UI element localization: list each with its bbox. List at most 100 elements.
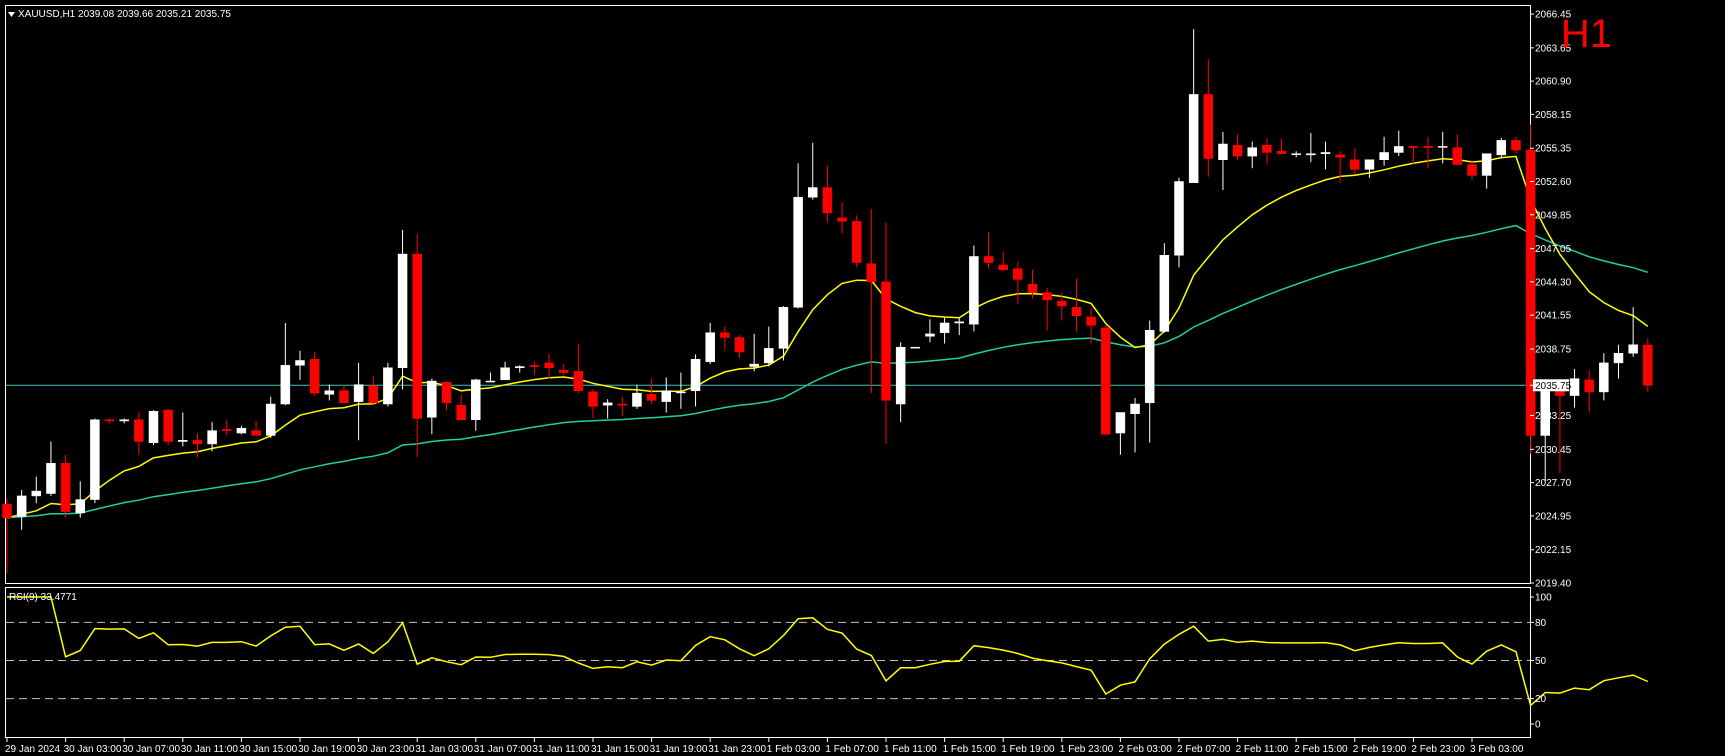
timeframe-badge: H1 bbox=[1561, 12, 1612, 56]
rsi-tick-label: 0 bbox=[1535, 720, 1541, 731]
symbol-header: XAUUSD,H1 2039.08 2039.66 2035.21 2035.7… bbox=[18, 9, 231, 20]
price-tick-label: 2049.85 bbox=[1535, 210, 1572, 221]
candles bbox=[2, 29, 1653, 574]
candle bbox=[383, 362, 393, 407]
price-tick-label: 2063.65 bbox=[1535, 43, 1572, 54]
candle bbox=[1496, 137, 1507, 159]
collapse-arrow-icon[interactable] bbox=[8, 12, 15, 17]
candle bbox=[1569, 368, 1580, 408]
candle bbox=[720, 326, 730, 351]
price-tick-label: 2055.35 bbox=[1535, 144, 1572, 155]
candle bbox=[939, 316, 950, 344]
candle bbox=[368, 376, 378, 406]
candle bbox=[588, 389, 598, 419]
candle bbox=[808, 142, 818, 200]
candle bbox=[324, 384, 335, 401]
candle bbox=[471, 378, 481, 431]
candle bbox=[529, 361, 540, 375]
candle bbox=[1643, 337, 1653, 392]
candle bbox=[397, 229, 408, 390]
candle bbox=[1423, 136, 1433, 169]
candle bbox=[456, 394, 466, 421]
rsi-tick-label: 20 bbox=[1535, 694, 1547, 705]
time-tick-label: 1 Feb 15:00 bbox=[943, 744, 997, 755]
rsi-tick-label: 80 bbox=[1535, 618, 1547, 629]
candle bbox=[1525, 124, 1536, 454]
candle bbox=[1394, 130, 1404, 157]
candle bbox=[1174, 177, 1184, 268]
candle bbox=[104, 418, 115, 424]
candle bbox=[119, 418, 129, 424]
time-tick-label: 2 Feb 03:00 bbox=[1118, 744, 1172, 755]
candle bbox=[705, 322, 715, 365]
price-tick-label: 2041.55 bbox=[1535, 311, 1572, 322]
rsi-panel-frame bbox=[5, 587, 1531, 738]
time-tick-label: 2 Feb 19:00 bbox=[1353, 744, 1407, 755]
price-tick-label: 2047.05 bbox=[1535, 244, 1572, 255]
candle bbox=[309, 352, 320, 396]
time-tick-label: 2 Feb 15:00 bbox=[1294, 744, 1348, 755]
time-tick-label: 30 Jan 15:00 bbox=[239, 744, 297, 755]
candle bbox=[441, 381, 452, 411]
candle bbox=[969, 245, 979, 332]
fast-moving-average bbox=[6, 155, 1649, 519]
price-tick-label: 2019.40 bbox=[1535, 579, 1572, 590]
candle bbox=[1511, 136, 1521, 154]
candle bbox=[866, 209, 877, 394]
candle bbox=[427, 378, 437, 435]
candle bbox=[1467, 159, 1477, 181]
candle bbox=[661, 377, 671, 413]
candle bbox=[822, 165, 833, 223]
candle bbox=[690, 354, 701, 407]
candle bbox=[1262, 137, 1272, 165]
time-tick-label: 30 Jan 19:00 bbox=[298, 744, 356, 755]
candle bbox=[178, 412, 188, 447]
candle bbox=[353, 362, 364, 441]
candle bbox=[1130, 397, 1140, 453]
rsi-path bbox=[7, 596, 1649, 707]
candle bbox=[251, 420, 261, 436]
candle bbox=[90, 418, 100, 504]
candle bbox=[500, 361, 510, 381]
rsi-levels bbox=[6, 621, 1530, 700]
time-tick-label: 1 Feb 11:00 bbox=[884, 744, 937, 755]
price-axis: 2066.45 2063.65 2060.90 2058.15 2055.35 2052.… bbox=[1530, 10, 1572, 590]
candle bbox=[764, 326, 774, 367]
candle bbox=[895, 342, 906, 423]
candle bbox=[632, 384, 642, 409]
candle bbox=[1350, 147, 1360, 175]
candle bbox=[16, 489, 27, 530]
time-tick-label: 2 Feb 07:00 bbox=[1177, 744, 1231, 755]
candle bbox=[31, 476, 42, 504]
price-tick-label: 2030.45 bbox=[1535, 445, 1572, 456]
candle bbox=[222, 419, 232, 436]
candle bbox=[207, 422, 217, 452]
candle bbox=[280, 322, 291, 406]
candle bbox=[998, 251, 1008, 271]
candle bbox=[1452, 134, 1463, 165]
candle bbox=[954, 318, 964, 336]
candle bbox=[1306, 133, 1316, 163]
candle bbox=[192, 433, 203, 458]
time-tick-label: 30 Jan 23:00 bbox=[357, 744, 415, 755]
time-tick-label: 31 Jan 19:00 bbox=[650, 744, 708, 755]
candle bbox=[837, 202, 847, 234]
candle bbox=[1291, 151, 1301, 158]
candle bbox=[749, 333, 759, 372]
candle bbox=[60, 454, 71, 518]
candle bbox=[1071, 278, 1082, 332]
candle bbox=[1599, 353, 1609, 401]
price-tick-label: 2033.25 bbox=[1535, 411, 1572, 422]
price-tick-label: 2038.75 bbox=[1535, 344, 1572, 355]
candle bbox=[1555, 383, 1565, 473]
time-tick-label: 29 Jan 2024 bbox=[5, 744, 60, 755]
candle bbox=[778, 306, 789, 361]
candle bbox=[485, 372, 496, 383]
candle bbox=[265, 396, 276, 438]
candle bbox=[646, 378, 657, 405]
candle bbox=[1232, 134, 1243, 160]
candle bbox=[544, 353, 554, 379]
candle bbox=[881, 222, 891, 444]
rsi-header: RSI(9) 33.4771 bbox=[9, 592, 77, 603]
current-price-tag-label: 2035.75 bbox=[1535, 381, 1572, 392]
